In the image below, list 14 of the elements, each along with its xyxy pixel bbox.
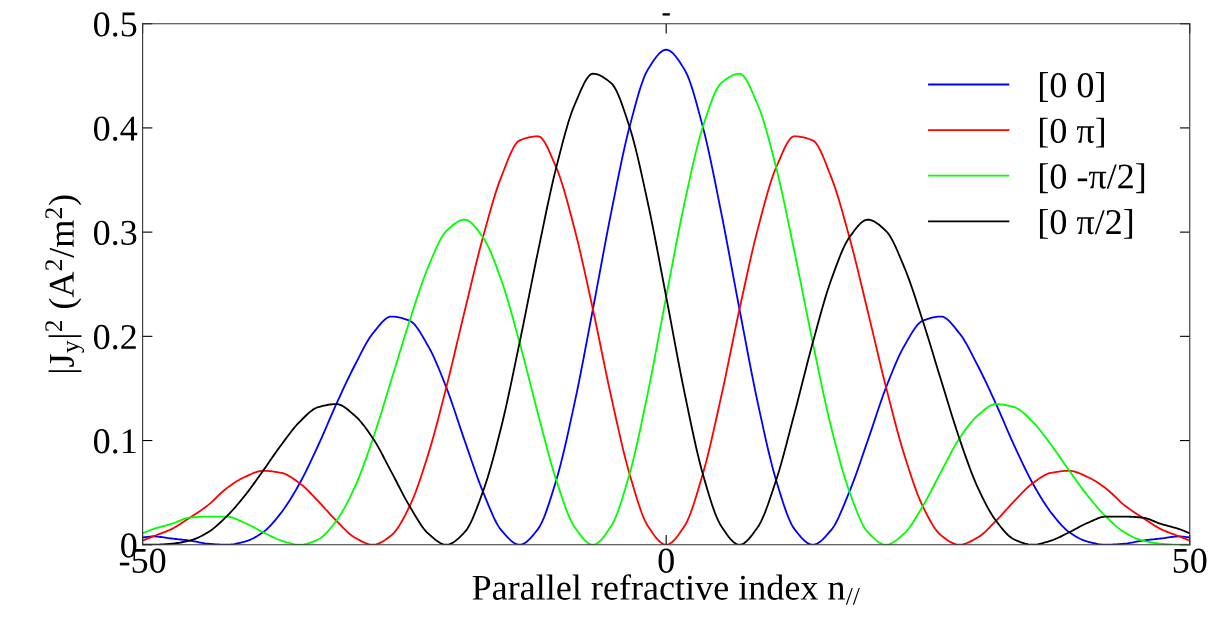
legend-label: [0 π] xyxy=(1039,117,1104,148)
y-tick-label: 0.3 xyxy=(94,220,137,246)
y-tick-label: 0.4 xyxy=(94,116,138,141)
legend-label: [0 -π/2] xyxy=(1039,163,1145,194)
y-tick-label: 0.2 xyxy=(94,324,136,350)
legend-label: [0 π/2] xyxy=(1039,208,1133,239)
x-axis-title: Parallel refractive index n$_{//}$ xyxy=(472,574,860,605)
chart-title: - xyxy=(662,13,670,16)
legend-label: [0 0] xyxy=(1039,72,1104,102)
y-tick-label: 0.1 xyxy=(94,429,136,454)
x-tick-label: 50 xyxy=(1173,548,1207,573)
text: |J$_{y}$|$^{2}$ (A$^{2}$/m$^{2}$) xyxy=(45,195,85,372)
y-tick-label: 0.5 xyxy=(94,12,137,37)
x-tick-label: 0 xyxy=(658,548,674,573)
